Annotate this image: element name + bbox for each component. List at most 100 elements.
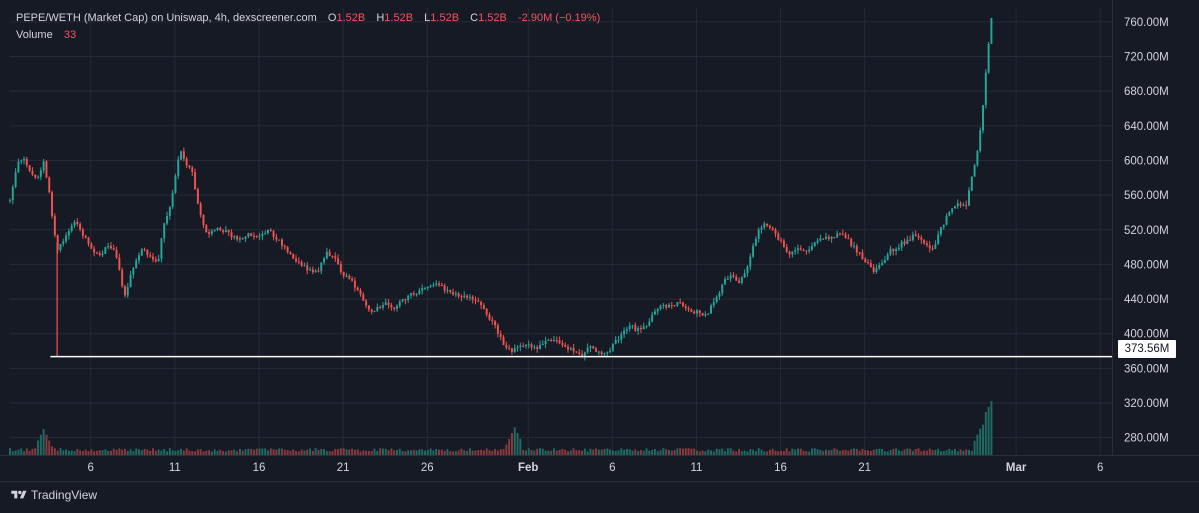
candle-body <box>533 347 536 349</box>
candle-body <box>477 300 480 302</box>
candle-body <box>432 284 435 286</box>
candle-body <box>334 256 337 259</box>
volume-bar <box>665 449 668 455</box>
volume-bar <box>143 448 146 455</box>
candle-body <box>499 334 502 338</box>
candle-body <box>138 255 140 261</box>
price-tick-label: 400.00M <box>1124 329 1169 341</box>
candle-body <box>292 254 295 259</box>
candle-body <box>109 245 112 249</box>
volume-bar <box>900 451 903 455</box>
candle-body <box>275 237 278 240</box>
volume-bar <box>194 451 197 455</box>
volume-bar <box>28 450 31 455</box>
volume-bar <box>266 450 269 455</box>
candle-body <box>250 233 253 236</box>
candle-body <box>152 256 154 260</box>
volume-bar <box>813 448 816 455</box>
tradingview-icon <box>11 490 27 499</box>
candle-body <box>780 239 783 241</box>
volume-bar <box>645 448 648 455</box>
price-axis[interactable]: 760.00M 720.00M 680.00M 640.00M 600.00M 560.0… <box>1112 0 1169 455</box>
price-tick-label: 360.00M <box>1124 363 1169 375</box>
candle-body <box>410 293 412 296</box>
candle-body <box>606 351 609 354</box>
volume-bar <box>553 448 555 455</box>
volume-bar <box>917 448 920 455</box>
volume-bar <box>516 433 519 455</box>
volume-bar <box>614 450 617 455</box>
volume-bar <box>376 450 379 455</box>
candle-body <box>370 309 373 312</box>
tradingview-logo[interactable]: TradingView <box>10 488 97 502</box>
candle-body <box>822 238 825 240</box>
volume-bar <box>208 450 211 455</box>
volume-bar <box>589 448 592 455</box>
volume-bar <box>466 451 469 455</box>
candle-body <box>342 271 345 277</box>
candle-body <box>911 234 914 240</box>
volume-bar <box>796 448 799 455</box>
volume-bar <box>802 450 805 455</box>
volume-bar <box>76 448 79 455</box>
volume-bar <box>477 449 480 455</box>
candle-body <box>132 268 135 275</box>
volume-bar <box>878 448 881 455</box>
candle-body <box>564 345 567 347</box>
candle-body <box>261 233 264 236</box>
candle-body <box>749 256 752 267</box>
legend-main-row: PEPE/WETH (Market Cap) on Uniswap, 4h, d… <box>16 10 600 27</box>
volume-bar <box>628 449 631 455</box>
volume-label[interactable]: Volume <box>16 29 53 41</box>
volume-bar <box>90 449 93 455</box>
volume-bar <box>474 450 477 455</box>
candle-body <box>166 215 169 224</box>
candle-body <box>381 304 384 308</box>
volume-bar <box>168 448 171 455</box>
volume-bar <box>771 448 774 455</box>
candle-body <box>962 204 965 206</box>
candle-body <box>914 234 917 236</box>
volume-bar <box>746 451 749 455</box>
candle-body <box>581 353 584 357</box>
volume-bar <box>513 427 516 455</box>
volume-bar <box>928 448 931 455</box>
candle-body <box>754 238 757 246</box>
candle-body <box>28 165 31 171</box>
candle-body <box>984 72 987 106</box>
candle-body <box>241 238 244 240</box>
volume-bar <box>432 450 435 455</box>
volume-bar <box>135 448 138 455</box>
candle-body <box>634 325 637 331</box>
candle-body <box>808 249 811 252</box>
volume-bar <box>889 450 892 455</box>
volume-bar <box>73 451 76 455</box>
volume-bar <box>154 450 157 455</box>
volume-bar <box>227 450 230 455</box>
volume-bar <box>600 449 603 455</box>
time-axis[interactable]: 6 11 16 21 26 Feb 6 11 16 21 Mar 6 <box>0 455 1199 513</box>
volume-bar <box>819 449 822 455</box>
candle-body <box>690 309 693 312</box>
volume-bar <box>84 449 87 455</box>
volume-bar <box>648 450 651 455</box>
footer-bar <box>0 481 1199 513</box>
volume-bar <box>715 448 718 455</box>
candle-body <box>222 230 225 233</box>
candle-body <box>171 192 174 207</box>
volume-bar <box>502 449 505 455</box>
symbol-title[interactable]: PEPE/WETH (Market Cap) on Uniswap, 4h, d… <box>16 12 317 24</box>
volume-bar <box>395 449 398 455</box>
candle-body <box>227 230 230 233</box>
candle-body <box>917 235 920 238</box>
candle-body <box>715 296 718 303</box>
candle-body <box>149 255 152 257</box>
candle-body <box>233 236 236 238</box>
time-tick-label: 11 <box>169 462 181 474</box>
close-value: 1.52B <box>478 12 507 24</box>
volume-bar <box>606 448 609 455</box>
volume-bar <box>160 450 163 455</box>
volume-bar <box>942 450 945 455</box>
